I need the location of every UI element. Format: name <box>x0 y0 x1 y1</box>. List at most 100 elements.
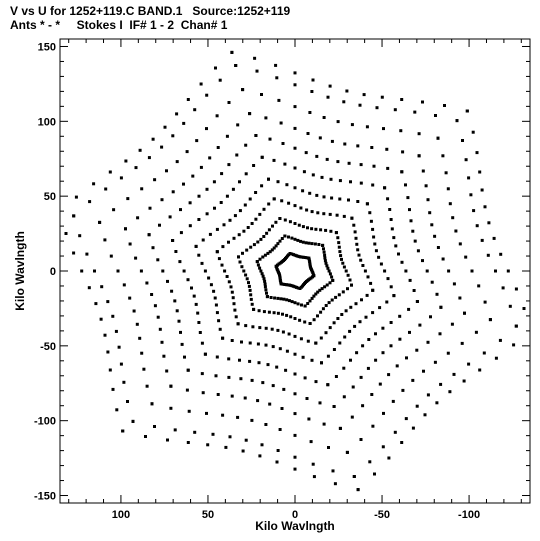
uv-point <box>302 170 306 174</box>
uv-point <box>416 249 420 253</box>
uv-point <box>240 265 244 269</box>
uv-point <box>351 385 355 389</box>
uv-point <box>128 296 132 300</box>
uv-point <box>293 146 297 150</box>
uv-point <box>299 206 303 210</box>
uv-point <box>327 301 331 305</box>
uv-point <box>260 155 264 159</box>
uv-point <box>342 265 346 269</box>
uv-point <box>242 269 246 273</box>
uv-point <box>139 269 143 273</box>
uv-point <box>354 236 358 240</box>
uv-point <box>474 330 478 334</box>
uv-point <box>327 446 330 449</box>
uv-point <box>252 164 256 167</box>
uv-point <box>200 261 204 265</box>
uv-point <box>346 287 349 291</box>
uv-point <box>452 282 456 286</box>
uv-point <box>214 66 217 70</box>
uv-point <box>382 411 385 415</box>
uv-point <box>385 147 389 151</box>
uv-point <box>486 253 490 257</box>
uv-point <box>314 380 318 384</box>
uv-point <box>239 377 243 381</box>
uv-point <box>179 231 183 235</box>
uv-point <box>355 242 359 246</box>
uv-point <box>288 220 292 224</box>
uv-point <box>245 248 249 252</box>
uv-point <box>308 111 312 114</box>
uv-point <box>182 182 185 186</box>
uv-point <box>293 455 297 459</box>
uv-point <box>283 283 287 286</box>
uv-point <box>389 285 393 289</box>
uv-point <box>435 292 439 296</box>
uv-point <box>343 142 347 146</box>
uv-point <box>134 166 138 170</box>
uv-point <box>409 219 413 223</box>
uv-point <box>439 382 443 386</box>
uv-point <box>392 236 396 240</box>
uv-point <box>341 290 345 294</box>
uv-point <box>126 197 130 201</box>
uv-point <box>187 409 191 413</box>
uv-point <box>347 161 351 165</box>
uv-point <box>441 154 445 158</box>
uv-point <box>458 296 462 300</box>
plot-frame <box>59 38 531 504</box>
uv-point <box>215 311 219 315</box>
uv-point <box>160 198 164 202</box>
uv-point <box>508 304 512 308</box>
uv-point <box>378 306 382 310</box>
uv-point <box>256 263 260 267</box>
uv-point <box>166 279 169 283</box>
uv-point <box>263 253 267 257</box>
uv-point <box>194 244 198 248</box>
uv-point <box>407 307 411 311</box>
uv-point <box>180 342 184 346</box>
uv-point <box>260 184 264 188</box>
uv-point <box>208 156 212 160</box>
uv-point <box>227 375 231 379</box>
uv-point <box>357 253 361 257</box>
uv-point <box>471 130 475 134</box>
uv-point <box>231 187 235 191</box>
uv-point <box>478 170 482 174</box>
uv-point <box>227 101 231 104</box>
uv-point <box>293 105 297 109</box>
uv-point <box>156 315 160 319</box>
uv-point <box>100 285 104 289</box>
uv-point <box>200 372 204 376</box>
uv-point <box>422 369 425 373</box>
uv-point <box>217 257 221 261</box>
uv-point <box>345 450 349 454</box>
uv-point <box>271 224 274 228</box>
uv-point <box>191 174 195 178</box>
uv-point <box>293 126 297 130</box>
uv-point <box>314 292 318 296</box>
uv-point <box>173 428 177 432</box>
uv-point <box>386 277 390 281</box>
uv-point <box>379 262 383 266</box>
uv-point <box>262 277 266 281</box>
uv-point <box>408 208 411 212</box>
uv-point <box>415 404 419 408</box>
uv-point <box>213 206 216 210</box>
uv-point <box>401 150 405 154</box>
uv-point <box>373 472 376 476</box>
uv-point <box>382 127 385 131</box>
uv-point <box>429 315 432 319</box>
uv-point <box>248 288 252 292</box>
uv-point <box>278 347 282 351</box>
uv-point <box>293 83 297 87</box>
uv-point <box>233 214 237 218</box>
uv-point <box>287 332 291 336</box>
uv-point <box>435 401 439 405</box>
uv-point <box>365 202 369 206</box>
uv-point <box>326 266 330 270</box>
uv-point <box>323 285 327 289</box>
uv-point <box>178 260 182 264</box>
uv-point <box>165 169 168 173</box>
uv-point <box>258 212 262 216</box>
